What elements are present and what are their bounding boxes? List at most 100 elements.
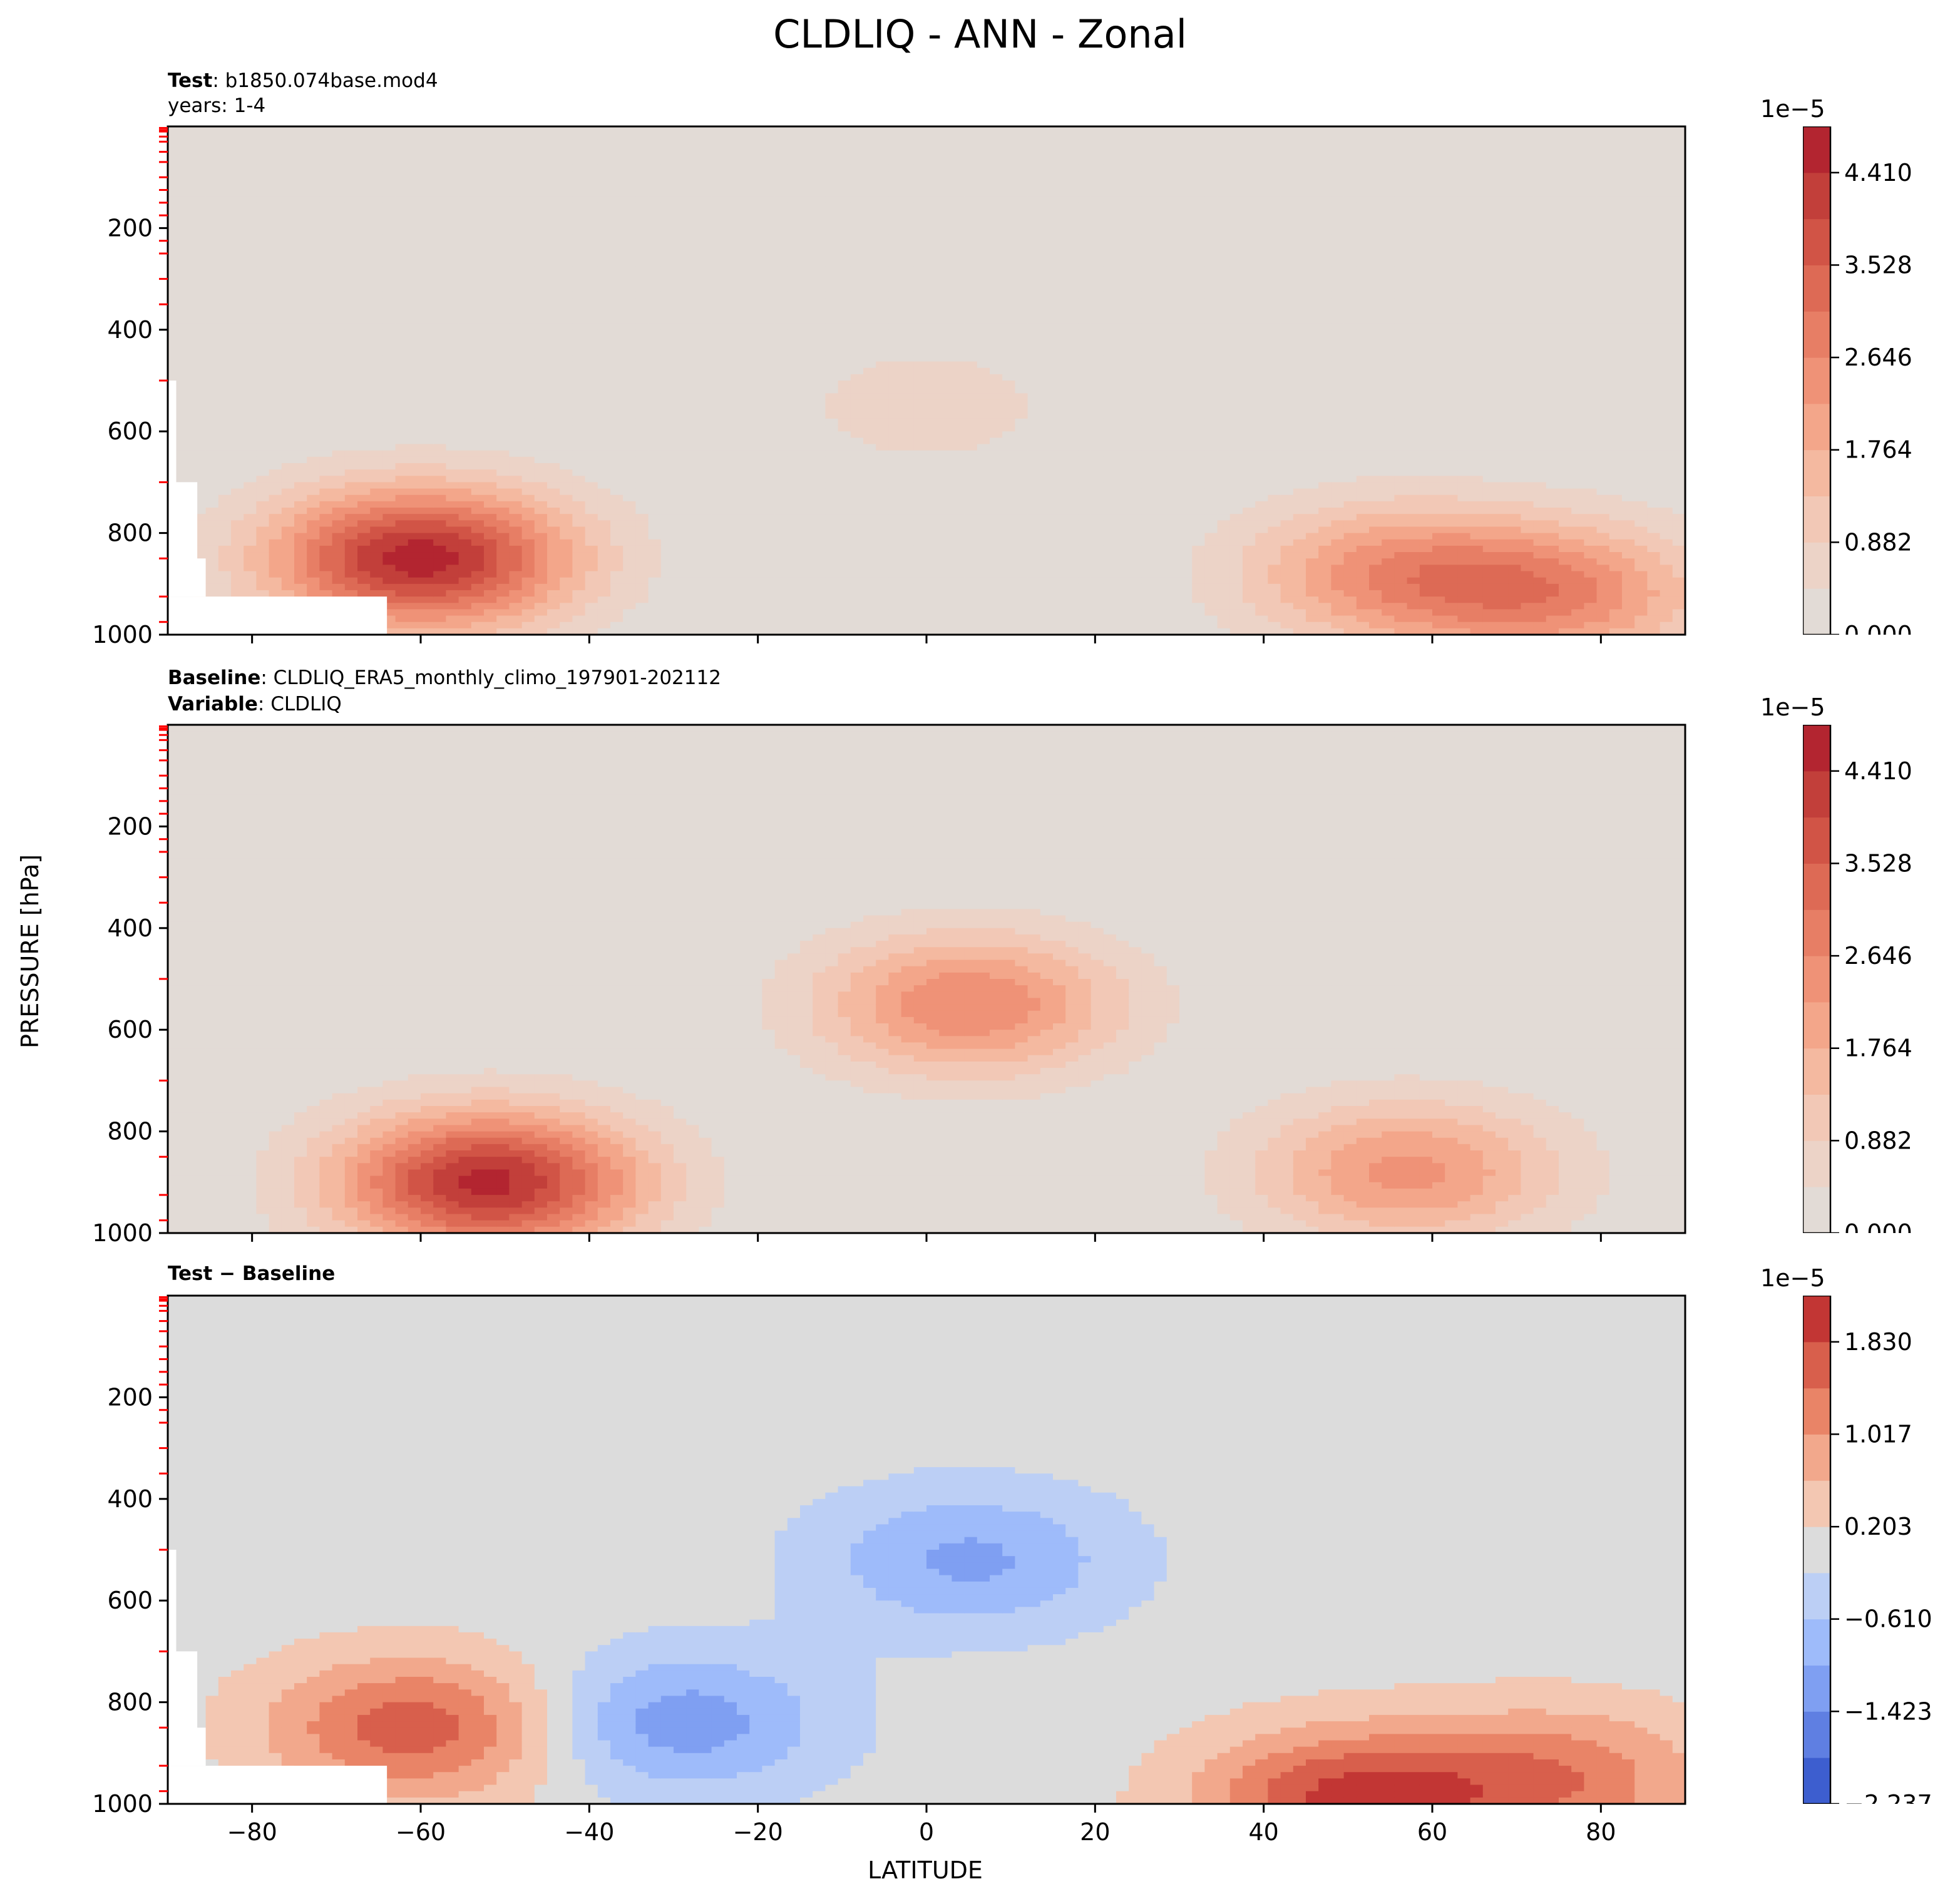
test-cell <box>762 520 776 528</box>
test-cell <box>168 202 181 210</box>
test-cell <box>686 260 699 267</box>
test-cell <box>749 272 762 280</box>
test-cell <box>395 126 409 133</box>
test-cell <box>458 590 472 597</box>
test-cell <box>509 291 523 299</box>
test-cell <box>205 228 219 235</box>
test-cell <box>395 565 409 572</box>
test-cell <box>256 298 270 305</box>
test-cell <box>244 291 257 299</box>
test-cell <box>344 450 358 458</box>
test-cell <box>597 349 611 356</box>
test-cell <box>774 298 788 305</box>
test-cell <box>813 463 826 470</box>
test-cell <box>913 202 927 210</box>
test-cell <box>737 126 750 133</box>
test-cell <box>913 145 927 153</box>
test-cell <box>888 310 902 318</box>
test-cell <box>674 615 687 623</box>
test-cell <box>193 374 207 381</box>
test-cell <box>357 508 371 514</box>
test-cell <box>610 323 623 330</box>
test-cell <box>421 329 434 337</box>
test-cell <box>256 151 270 159</box>
test-cell <box>509 355 523 362</box>
test-cell <box>496 488 510 496</box>
test-cell <box>774 151 788 159</box>
test-cell <box>484 291 497 299</box>
test-cell <box>560 552 573 559</box>
test-cell <box>762 317 776 324</box>
test-cell <box>787 628 801 635</box>
test-cell <box>850 342 864 349</box>
test-cell <box>610 539 623 546</box>
test-cell <box>838 508 851 514</box>
test-cell <box>762 381 776 387</box>
test-cell <box>421 139 434 146</box>
test-cell <box>218 412 232 419</box>
test-cell <box>395 285 409 292</box>
test-cell <box>370 247 383 254</box>
test-cell <box>344 215 358 222</box>
test-cell <box>319 539 333 546</box>
test-cell <box>521 381 535 387</box>
test-cell <box>193 133 207 140</box>
test-cell <box>825 285 839 292</box>
test-cell <box>686 482 699 489</box>
test-cell <box>180 133 193 140</box>
test-cell <box>813 590 826 597</box>
test-cell <box>699 202 712 210</box>
test-cell <box>762 215 776 222</box>
test-cell <box>269 279 282 286</box>
test-cell <box>370 317 383 324</box>
test-cell <box>560 323 573 330</box>
test-cell <box>762 177 776 184</box>
test-cell <box>547 196 560 203</box>
test-cell <box>547 361 560 369</box>
test-cell <box>926 329 940 337</box>
test-cell <box>888 425 902 432</box>
test-cell <box>787 374 801 381</box>
test-cell <box>711 418 725 426</box>
test-cell <box>850 628 864 635</box>
test-cell <box>193 190 207 197</box>
test-cell <box>382 418 396 426</box>
test-cell <box>800 323 813 330</box>
test-cell <box>395 393 409 401</box>
test-cell <box>585 151 598 159</box>
test-cell <box>496 609 510 617</box>
test-cell <box>168 158 181 165</box>
test-cell <box>888 393 902 401</box>
test-cell <box>269 463 282 470</box>
test-cell <box>597 279 611 286</box>
test-cell <box>433 158 446 165</box>
test-cell <box>913 571 927 578</box>
test-cell <box>244 571 257 578</box>
test-cell <box>534 361 548 369</box>
test-cell <box>901 335 915 343</box>
test-cell <box>888 272 902 280</box>
test-cell <box>585 196 598 203</box>
test-cell <box>585 355 598 362</box>
test-cell <box>813 393 826 401</box>
test-cell <box>446 177 459 184</box>
test-cell <box>901 253 915 260</box>
test-cell <box>244 583 257 591</box>
test-cell <box>597 329 611 337</box>
test-cell <box>294 590 307 597</box>
test-cell <box>382 399 396 407</box>
test-cell <box>610 425 623 432</box>
test-cell <box>218 431 232 438</box>
test-cell <box>926 361 940 369</box>
test-cell <box>509 323 523 330</box>
test-cell <box>787 349 801 356</box>
test-cell <box>244 552 257 559</box>
test-cell <box>357 431 371 438</box>
test-cell <box>547 164 560 171</box>
test-cell <box>825 126 839 133</box>
test-cell <box>901 247 915 254</box>
test-cell <box>395 215 409 222</box>
test-cell <box>547 476 560 483</box>
test-cell <box>850 304 864 311</box>
test-cell <box>193 183 207 191</box>
